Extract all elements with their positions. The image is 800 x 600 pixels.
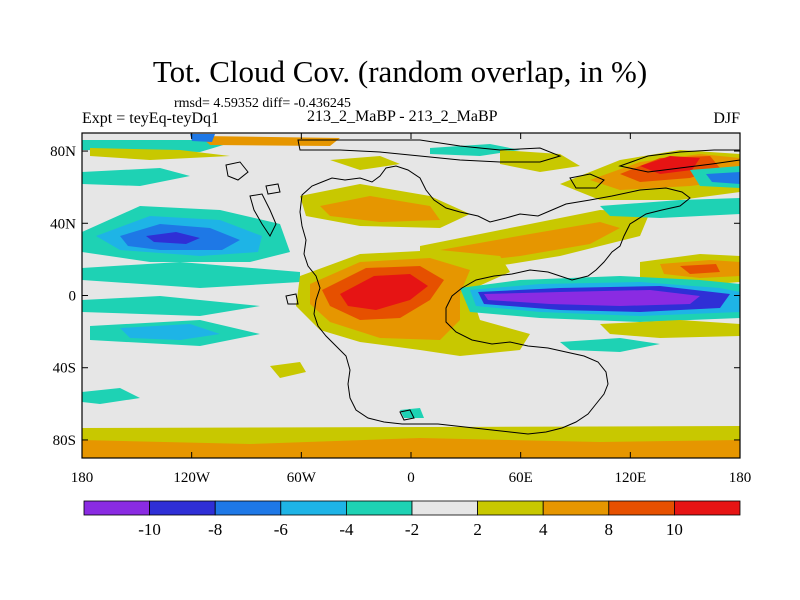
colorbar-swatch xyxy=(83,500,150,516)
colorbar-swatch xyxy=(149,500,216,516)
colorbar-label: 10 xyxy=(666,520,683,539)
colorbar: -10 -8 -6 -4 -2 2 4 8 10 xyxy=(83,500,741,539)
field-patch xyxy=(484,290,700,306)
field-patch xyxy=(82,388,140,404)
field-patch xyxy=(146,232,200,244)
x-tick-label: 0 xyxy=(407,470,415,486)
field-patch xyxy=(270,362,306,378)
continent-outline-path xyxy=(225,161,249,181)
y-tick-label: 80S xyxy=(53,433,76,449)
field-patch xyxy=(440,222,620,264)
colorbar-label: 8 xyxy=(605,520,614,539)
continent-outline-path xyxy=(399,409,415,421)
field-patch xyxy=(200,136,340,146)
season-label: DJF xyxy=(713,110,740,127)
field-patch xyxy=(640,156,700,174)
field-patch xyxy=(560,338,660,352)
y-tick-label: 40N xyxy=(50,216,76,232)
field-patch xyxy=(120,324,220,340)
field-patch xyxy=(82,296,260,316)
continent-outline-path xyxy=(618,149,740,173)
field-patch xyxy=(600,320,740,338)
continent-outline-path xyxy=(249,193,277,237)
x-tick-label: 60W xyxy=(287,470,317,486)
axis-ticks: 180 120W 60W 0 60E 120E 180 80N 40N 0 40S 80S xyxy=(50,133,751,486)
colorbar-swatch xyxy=(674,500,741,516)
case-label: 213_2_MaBP - 213_2_MaBP xyxy=(307,108,498,125)
colorbar-swatch xyxy=(477,500,544,516)
continent-outline-path xyxy=(265,183,281,195)
field-patch xyxy=(340,274,428,310)
colorbar-label: 4 xyxy=(539,520,548,539)
y-tick-label: 0 xyxy=(69,289,77,305)
colorbar-swatch xyxy=(411,500,478,516)
colorbar-swatch xyxy=(280,500,347,516)
field-patch xyxy=(706,172,740,184)
colorbar-swatch xyxy=(608,500,675,516)
colorbar-label: -2 xyxy=(405,520,419,539)
continent-outline xyxy=(225,139,740,435)
colorbar-label: -8 xyxy=(208,520,222,539)
colorbar-label: -6 xyxy=(274,520,288,539)
x-tick-label: 120E xyxy=(614,470,646,486)
continent-outline-path xyxy=(297,139,562,163)
experiment-label: Expt = teyEq-teyDq1 xyxy=(82,110,219,127)
colorbar-label: 2 xyxy=(473,520,482,539)
field-patch xyxy=(330,156,400,170)
continent-outline-path xyxy=(299,165,691,435)
y-tick-label: 80N xyxy=(50,144,76,160)
field-patch xyxy=(90,148,230,160)
colorbar-label: -10 xyxy=(138,520,161,539)
colorbar-label: -4 xyxy=(339,520,354,539)
map-title: Tot. Cloud Cov. (random overlap, in %) xyxy=(152,54,648,89)
x-tick-label: 180 xyxy=(729,470,752,486)
x-tick-label: 180 xyxy=(71,470,94,486)
field-patch xyxy=(320,196,440,222)
continent-outline-path xyxy=(569,173,605,189)
map-field xyxy=(82,133,740,458)
field-patch xyxy=(82,168,190,186)
field-patch xyxy=(430,144,520,156)
colorbar-swatch xyxy=(542,500,610,516)
field-patch xyxy=(680,264,720,274)
continent-outline-path xyxy=(285,293,299,305)
field-patch xyxy=(190,134,215,142)
field-patch xyxy=(82,262,300,288)
colorbar-swatch xyxy=(345,500,413,516)
x-tick-label: 120W xyxy=(173,470,211,486)
y-tick-label: 40S xyxy=(53,361,76,377)
field-patch xyxy=(82,438,740,458)
x-tick-label: 60E xyxy=(509,470,533,486)
stats-line: rmsd= 4.59352 diff= -0.436245 xyxy=(174,96,351,111)
colorbar-swatch xyxy=(214,500,282,516)
